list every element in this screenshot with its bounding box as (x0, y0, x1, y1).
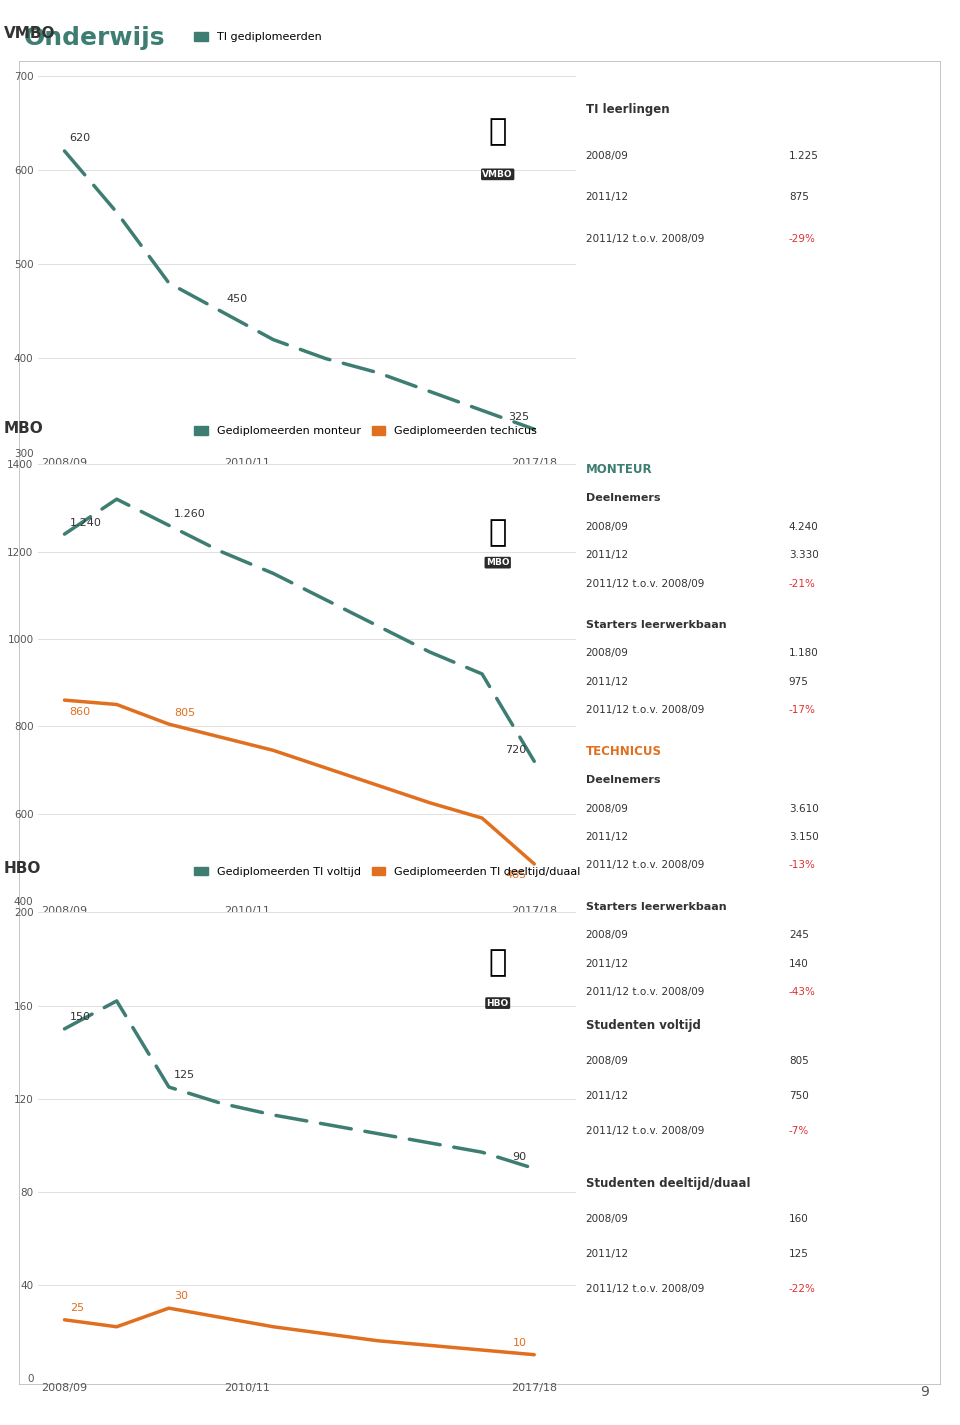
Text: 2011/12: 2011/12 (586, 959, 629, 969)
Text: MBO: MBO (4, 420, 43, 436)
Text: 245: 245 (789, 931, 808, 941)
Text: 90: 90 (513, 1151, 526, 1161)
Text: 2011/12: 2011/12 (586, 677, 629, 687)
Text: -13%: -13% (789, 861, 816, 871)
Text: 2011/12: 2011/12 (586, 1248, 629, 1258)
Text: VMBO: VMBO (482, 170, 513, 180)
Text: TI leerlingen: TI leerlingen (586, 103, 669, 117)
Text: -21%: -21% (789, 579, 816, 589)
Text: MBO: MBO (486, 559, 510, 567)
Text: 🎓: 🎓 (489, 519, 507, 547)
Text: 1.260: 1.260 (174, 509, 205, 519)
Text: 325: 325 (508, 412, 529, 422)
Text: 1.240: 1.240 (70, 517, 102, 527)
Text: 2011/12 t.o.v. 2008/09: 2011/12 t.o.v. 2008/09 (586, 234, 704, 244)
Text: 1.180: 1.180 (789, 648, 819, 658)
Text: 2008/09: 2008/09 (586, 931, 629, 941)
Text: 2008/09: 2008/09 (586, 1056, 629, 1066)
Legend: TI gediplomeerden: TI gediplomeerden (195, 31, 322, 43)
Text: 860: 860 (70, 707, 91, 717)
Text: 450: 450 (227, 294, 248, 304)
Text: 2008/09: 2008/09 (586, 804, 629, 814)
Text: 1.225: 1.225 (789, 151, 819, 161)
Text: Deelnemers: Deelnemers (586, 493, 660, 503)
Text: 2008/09: 2008/09 (586, 1214, 629, 1224)
Text: HBO: HBO (4, 861, 41, 876)
Text: 2008/09: 2008/09 (586, 648, 629, 658)
Text: 485: 485 (505, 871, 526, 881)
Text: Studenten voltijd: Studenten voltijd (586, 1019, 701, 1032)
Text: 125: 125 (789, 1248, 808, 1258)
Text: 975: 975 (789, 677, 808, 687)
Text: -17%: -17% (789, 705, 816, 715)
Text: -7%: -7% (789, 1126, 809, 1136)
Text: 2011/12 t.o.v. 2008/09: 2011/12 t.o.v. 2008/09 (586, 705, 704, 715)
Text: 3.610: 3.610 (789, 804, 819, 814)
Text: 30: 30 (174, 1291, 188, 1301)
Text: 140: 140 (789, 959, 808, 969)
Text: 2011/12: 2011/12 (586, 832, 629, 842)
Text: -22%: -22% (789, 1284, 816, 1294)
Text: HBO: HBO (487, 999, 509, 1007)
Text: 125: 125 (174, 1070, 195, 1080)
Text: Starters leerwerkbaan: Starters leerwerkbaan (586, 620, 726, 630)
Text: Studenten deeltijd/duaal: Studenten deeltijd/duaal (586, 1177, 750, 1190)
Text: 2011/12 t.o.v. 2008/09: 2011/12 t.o.v. 2008/09 (586, 861, 704, 871)
Text: 3.150: 3.150 (789, 832, 819, 842)
Text: Deelnemers: Deelnemers (586, 775, 660, 785)
Text: 25: 25 (70, 1302, 84, 1312)
Text: 2011/12 t.o.v. 2008/09: 2011/12 t.o.v. 2008/09 (586, 579, 704, 589)
Text: 3.330: 3.330 (789, 550, 819, 560)
Text: Onderwijs: Onderwijs (24, 26, 165, 50)
Text: 2011/12 t.o.v. 2008/09: 2011/12 t.o.v. 2008/09 (586, 1284, 704, 1294)
Text: VMBO: VMBO (4, 27, 55, 41)
Text: -43%: -43% (789, 988, 816, 998)
Text: 2011/12: 2011/12 (586, 192, 629, 202)
Text: 750: 750 (789, 1090, 808, 1100)
Text: 2008/09: 2008/09 (586, 151, 629, 161)
Text: 4.240: 4.240 (789, 522, 819, 532)
Text: -29%: -29% (789, 234, 816, 244)
Text: 🎓: 🎓 (489, 117, 507, 147)
Text: MONTEUR: MONTEUR (586, 463, 652, 476)
Legend: Gediplomeerden monteur, Gediplomeerden techicus: Gediplomeerden monteur, Gediplomeerden t… (195, 426, 537, 436)
Text: 620: 620 (70, 134, 91, 144)
Text: 160: 160 (789, 1214, 808, 1224)
Legend: Gediplomeerden TI voltijd, Gediplomeerden TI deeltijd/duaal: Gediplomeerden TI voltijd, Gediplomeerde… (195, 866, 581, 876)
Text: 720: 720 (505, 745, 526, 755)
Text: 2011/12: 2011/12 (586, 1090, 629, 1100)
Text: 2011/12 t.o.v. 2008/09: 2011/12 t.o.v. 2008/09 (586, 988, 704, 998)
Text: 2011/12 t.o.v. 2008/09: 2011/12 t.o.v. 2008/09 (586, 1126, 704, 1136)
Text: 2011/12: 2011/12 (586, 550, 629, 560)
Text: 875: 875 (789, 192, 808, 202)
Text: 10: 10 (513, 1338, 526, 1348)
Text: 🎓: 🎓 (489, 949, 507, 978)
Text: 2008/09: 2008/09 (586, 522, 629, 532)
Text: 9: 9 (921, 1385, 929, 1399)
Text: 805: 805 (789, 1056, 808, 1066)
Text: Starters leerwerkbaan: Starters leerwerkbaan (586, 902, 726, 912)
Text: 805: 805 (174, 708, 195, 718)
Text: TECHNICUS: TECHNICUS (586, 745, 661, 758)
Text: 150: 150 (70, 1012, 90, 1022)
